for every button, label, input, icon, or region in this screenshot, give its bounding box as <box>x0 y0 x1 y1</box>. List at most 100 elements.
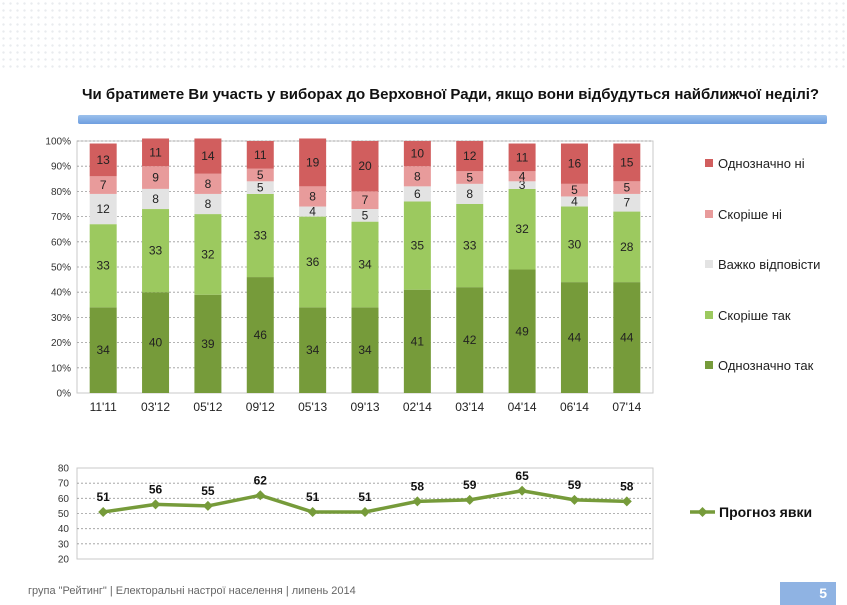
turnout-marker <box>307 506 318 517</box>
line-y-tick-label: 20 <box>58 555 70 566</box>
turnout-marker <box>621 496 632 507</box>
page-number: 5 <box>780 582 836 605</box>
bar-data-label: 4 <box>571 194 578 208</box>
bar-x-tick-label: 11'11 <box>90 400 118 414</box>
bar-legend-swatch <box>705 260 713 268</box>
bar-data-label: 8 <box>152 192 159 206</box>
line-y-tick-label: 50 <box>58 509 70 520</box>
bar-segment <box>351 141 379 192</box>
bar-segment <box>142 292 170 393</box>
bar-segment <box>89 224 117 308</box>
bar-segment <box>142 166 170 189</box>
bar-segment <box>299 307 327 393</box>
bar-data-label: 5 <box>466 171 473 185</box>
bar-data-label: 33 <box>149 244 163 258</box>
bar-data-label: 49 <box>515 324 529 338</box>
bar-data-label: 41 <box>411 334 425 348</box>
bar-segment <box>246 193 274 278</box>
bar-data-label: 14 <box>201 149 215 163</box>
bar-data-label: 44 <box>620 331 634 345</box>
bar-segment <box>508 269 536 393</box>
bar-data-label: 8 <box>309 189 316 203</box>
bar-legend-label: Скоріше так <box>718 308 791 323</box>
bar-data-label: 11 <box>149 145 162 159</box>
bar-x-tick-label: 09'12 <box>246 400 275 414</box>
bar-y-tick-label: 50% <box>51 263 71 274</box>
bar-segment <box>89 176 117 194</box>
bar-data-label: 33 <box>254 229 268 243</box>
bar-data-label: 5 <box>623 181 630 195</box>
bar-data-label: 9 <box>152 171 159 185</box>
bar-segment <box>508 181 536 189</box>
bar-data-label: 11 <box>254 148 267 162</box>
bar-segment <box>89 307 117 393</box>
bar-segment <box>613 282 641 393</box>
bar-x-tick-label: 07'14 <box>612 400 641 414</box>
bar-legend-label: Однозначно так <box>718 358 814 373</box>
bar-x-tick-label: 06'14 <box>560 400 589 414</box>
line-y-tick-label: 30 <box>58 539 70 550</box>
bar-x-tick-label: 04'14 <box>508 400 537 414</box>
bar-data-label: 46 <box>254 328 268 342</box>
bar-legend-swatch <box>705 361 713 369</box>
bar-data-label: 12 <box>463 149 477 163</box>
bar-y-tick-label: 30% <box>51 313 71 324</box>
turnout-marker <box>202 500 213 511</box>
bar-data-label: 6 <box>414 187 421 201</box>
bar-data-label: 5 <box>571 183 578 197</box>
bar-data-label: 7 <box>362 193 369 207</box>
bar-data-label: 4 <box>309 205 316 219</box>
bar-data-label: 34 <box>97 343 111 357</box>
bar-segment <box>508 188 536 270</box>
bar-segment <box>246 181 274 194</box>
bar-data-label: 13 <box>97 153 111 167</box>
bar-data-label: 32 <box>515 222 529 236</box>
title-underline-bar <box>78 115 827 124</box>
bar-x-tick-label: 02'14 <box>403 400 432 414</box>
bar-data-label: 35 <box>411 239 425 253</box>
bar-data-label: 34 <box>306 343 320 357</box>
bar-data-label: 19 <box>306 155 320 169</box>
bar-data-label: 4 <box>519 169 526 183</box>
bar-segment <box>613 181 641 194</box>
bar-data-label: 36 <box>306 255 320 269</box>
page-title: Чи братимете Ви участь у виборах до Верх… <box>82 86 820 103</box>
bar-segment <box>403 186 431 202</box>
bar-segment <box>142 188 170 210</box>
bar-segment <box>142 209 170 293</box>
bar-segment <box>613 211 641 283</box>
bar-segment <box>142 138 170 167</box>
bar-y-tick-label: 40% <box>51 288 71 299</box>
bar-segment <box>246 277 274 393</box>
bar-segment <box>456 183 484 204</box>
bar-x-tick-label: 03'12 <box>141 400 170 414</box>
bar-data-label: 16 <box>568 157 582 171</box>
bar-legend-swatch <box>705 159 713 167</box>
turnout-data-label: 59 <box>568 478 582 492</box>
turnout-marker <box>412 496 423 507</box>
bar-data-label: 20 <box>358 159 372 173</box>
bar-segment <box>299 138 327 187</box>
bar-data-label: 40 <box>149 336 163 350</box>
bar-x-tick-label: 05'12 <box>193 400 222 414</box>
bar-segment <box>456 204 484 288</box>
line-y-tick-label: 60 <box>58 494 70 505</box>
line-y-tick-label: 70 <box>58 479 70 490</box>
turnout-marker <box>569 494 580 505</box>
bar-segment <box>456 141 484 172</box>
bar-segment <box>246 141 274 169</box>
bar-data-label: 42 <box>463 333 477 347</box>
bar-data-label: 12 <box>97 202 111 216</box>
bar-segment <box>403 166 431 187</box>
bar-data-label: 39 <box>201 337 215 351</box>
turnout-marker <box>464 494 475 505</box>
footer-text: група "Рейтинг" | Електоральні настрої н… <box>28 585 356 597</box>
bar-y-tick-label: 60% <box>51 237 71 248</box>
bar-data-label: 10 <box>411 147 425 161</box>
bar-data-label: 8 <box>205 177 212 191</box>
bar-legend-label: Важко відповісти <box>718 257 820 272</box>
line-y-tick-label: 40 <box>58 524 70 535</box>
turnout-marker <box>360 506 370 517</box>
bar-segment <box>194 294 222 393</box>
